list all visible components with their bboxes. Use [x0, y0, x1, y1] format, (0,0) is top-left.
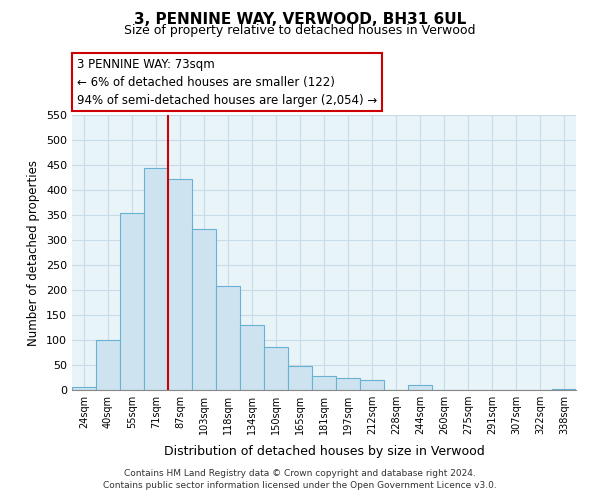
Bar [552, 388, 576, 390]
Text: Contains public sector information licensed under the Open Government Licence v3: Contains public sector information licen… [103, 481, 497, 490]
Bar [336, 378, 360, 390]
Bar [264, 347, 288, 390]
Bar [144, 168, 168, 390]
Bar [288, 366, 312, 390]
Bar [240, 325, 264, 390]
Text: 3 PENNINE WAY: 73sqm
← 6% of detached houses are smaller (122)
94% of semi-detac: 3 PENNINE WAY: 73sqm ← 6% of detached ho… [77, 58, 377, 107]
Text: Size of property relative to detached houses in Verwood: Size of property relative to detached ho… [124, 24, 476, 37]
Bar [312, 376, 336, 390]
Bar [360, 380, 384, 390]
Bar [96, 340, 120, 390]
Y-axis label: Number of detached properties: Number of detached properties [28, 160, 40, 346]
Bar [192, 228, 216, 390]
Text: Contains HM Land Registry data © Crown copyright and database right 2024.: Contains HM Land Registry data © Crown c… [124, 468, 476, 477]
Bar [72, 386, 96, 390]
X-axis label: Distribution of detached houses by size in Verwood: Distribution of detached houses by size … [164, 446, 484, 458]
Bar [168, 178, 192, 390]
Text: 3, PENNINE WAY, VERWOOD, BH31 6UL: 3, PENNINE WAY, VERWOOD, BH31 6UL [134, 12, 466, 28]
Bar [408, 385, 432, 390]
Bar [120, 212, 144, 390]
Bar [216, 286, 240, 390]
